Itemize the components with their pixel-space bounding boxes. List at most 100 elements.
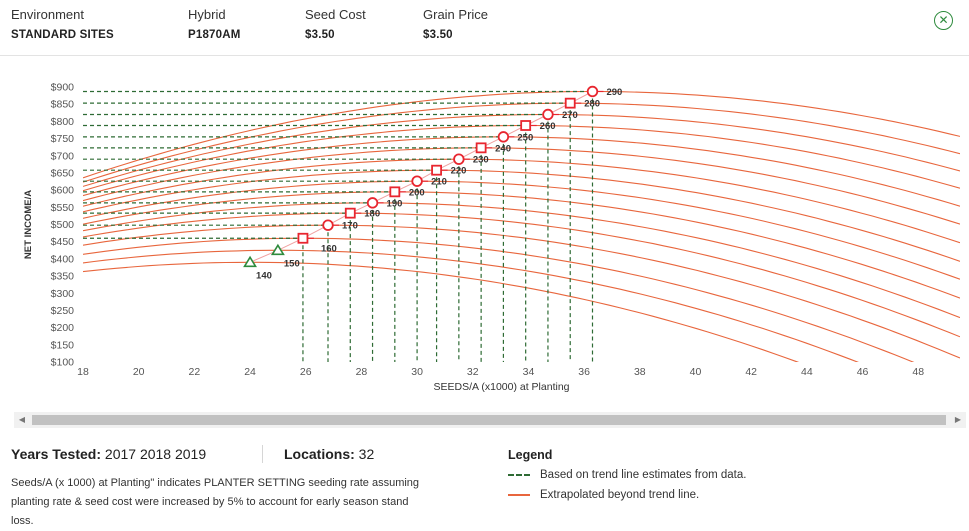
response-curve-220 bbox=[83, 169, 960, 262]
response-curve-140 bbox=[83, 261, 800, 362]
legend-extrapolated: Extrapolated beyond trend line. bbox=[508, 489, 699, 501]
optimum-marker-150 bbox=[270, 243, 285, 256]
y-tick-label: $500 bbox=[51, 219, 75, 231]
optimum-label-260: 260 bbox=[540, 121, 556, 132]
response-curve-160 bbox=[83, 237, 915, 362]
optimum-marker-270 bbox=[542, 108, 554, 121]
response-curve-190 bbox=[83, 202, 960, 319]
optimum-marker-190 bbox=[366, 197, 379, 209]
dashed-line-icon bbox=[508, 473, 530, 476]
optimum-label-180: 180 bbox=[364, 209, 380, 220]
y-axis-title: NET INCOME/A bbox=[23, 190, 34, 259]
optimum-label-200: 200 bbox=[409, 187, 425, 198]
optimum-label-290: 290 bbox=[606, 87, 622, 98]
response-curve-150 bbox=[83, 249, 859, 362]
x-tick-label: 40 bbox=[690, 366, 702, 378]
optimum-marker-180 bbox=[344, 207, 356, 219]
response-curve-230 bbox=[83, 158, 960, 244]
hybrid-value: P1870AM bbox=[188, 29, 241, 41]
solid-line-icon bbox=[508, 493, 530, 496]
response-curve-280 bbox=[83, 102, 960, 183]
seed-cost-value: $3.50 bbox=[305, 29, 335, 41]
environment-group: Environment STANDARD SITES bbox=[11, 7, 114, 41]
optimum-marker-210 bbox=[411, 175, 423, 187]
y-tick-label: $100 bbox=[51, 357, 75, 369]
optimum-marker-230 bbox=[453, 153, 465, 165]
scroll-right-icon[interactable]: ▶ bbox=[954, 415, 962, 424]
grain-price-group: Grain Price $3.50 bbox=[423, 7, 488, 41]
y-tick-label: $450 bbox=[51, 236, 75, 248]
response-curve-170 bbox=[83, 224, 960, 359]
optimum-label-230: 230 bbox=[473, 155, 489, 166]
response-curve-270 bbox=[83, 113, 960, 187]
y-tick-label: $650 bbox=[51, 167, 75, 179]
optimum-label-150: 150 bbox=[284, 258, 300, 269]
x-tick-label: 34 bbox=[523, 366, 535, 378]
x-tick-label: 24 bbox=[244, 366, 256, 378]
legend-trend-label: Based on trend line estimates from data. bbox=[540, 469, 747, 481]
x-tick-label: 38 bbox=[634, 366, 646, 378]
optimum-marker-290 bbox=[586, 85, 599, 98]
optimum-connector bbox=[249, 91, 593, 263]
environment-value: STANDARD SITES bbox=[11, 29, 114, 41]
y-tick-label: $600 bbox=[51, 185, 75, 197]
optimum-marker-280 bbox=[564, 97, 576, 109]
optimum-marker-160 bbox=[297, 232, 309, 244]
y-tick-label: $150 bbox=[51, 339, 75, 351]
seeding-rate-note: Seeds/A (x 1000) at Planting" indicates … bbox=[11, 477, 420, 527]
optimum-label-160: 160 bbox=[321, 243, 337, 254]
grain-price-value: $3.50 bbox=[423, 29, 453, 41]
curves-group bbox=[83, 90, 960, 362]
years-label: Years Tested: bbox=[11, 446, 102, 462]
x-tick-label: 36 bbox=[578, 366, 590, 378]
hybrid-label: Hybrid bbox=[188, 7, 226, 22]
x-tick-label: 28 bbox=[356, 366, 368, 378]
close-icon[interactable]: ✕ bbox=[934, 11, 953, 30]
x-tick-label: 32 bbox=[467, 366, 479, 378]
optimum-marker-250 bbox=[497, 131, 510, 143]
years-tested: Years Tested: 2017 2018 2019 bbox=[11, 446, 206, 462]
response-curve-290 bbox=[83, 90, 960, 179]
scroll-left-icon[interactable]: ◀ bbox=[18, 415, 26, 424]
x-tick-label: 26 bbox=[300, 366, 312, 378]
x-tick-label: 44 bbox=[801, 366, 813, 378]
locations-label: Locations: bbox=[284, 446, 355, 462]
optimum-label-190: 190 bbox=[387, 198, 403, 209]
y-tick-label: $200 bbox=[51, 322, 75, 334]
optimum-label-210: 210 bbox=[431, 177, 447, 188]
optimum-marker-260 bbox=[520, 120, 532, 131]
legend-title: Legend bbox=[508, 448, 553, 462]
stats-divider bbox=[262, 445, 263, 463]
response-curve-240 bbox=[83, 147, 960, 225]
seed-cost-label: Seed Cost bbox=[305, 7, 366, 22]
y-tick-label: $400 bbox=[51, 253, 75, 265]
y-tick-label: $800 bbox=[51, 116, 75, 128]
optimum-label-220: 220 bbox=[451, 166, 467, 177]
legend-trend: Based on trend line estimates from data. bbox=[508, 469, 746, 481]
y-tick-label: $350 bbox=[51, 271, 75, 283]
x-tick-label: 48 bbox=[912, 366, 924, 378]
hybrid-group: Hybrid P1870AM bbox=[188, 7, 241, 41]
y-tick-label: $900 bbox=[51, 82, 75, 94]
optimum-label-250: 250 bbox=[517, 132, 533, 143]
legend-extrapolated-label: Extrapolated beyond trend line. bbox=[540, 489, 700, 501]
x-tick-label: 20 bbox=[133, 366, 145, 378]
seed-cost-group: Seed Cost $3.50 bbox=[305, 7, 366, 41]
optimum-marker-240 bbox=[475, 142, 487, 154]
optimum-label-170: 170 bbox=[342, 221, 358, 232]
optimum-marker-220 bbox=[431, 164, 442, 176]
y-tick-label: $700 bbox=[51, 150, 75, 162]
environment-label: Environment bbox=[11, 7, 84, 22]
scroll-thumb[interactable] bbox=[32, 415, 946, 425]
net-income-chart: $100 $150 $200 $250 $300 $350 $400 $450 $500 $550… bbox=[23, 82, 960, 393]
response-curve-210 bbox=[83, 180, 960, 280]
y-tick-label: $550 bbox=[51, 202, 75, 214]
optimum-marker-170 bbox=[322, 219, 334, 231]
horizontal-scrollbar[interactable]: ◀ ▶ bbox=[14, 412, 966, 428]
response-curve-180 bbox=[83, 212, 960, 338]
x-tick-label: 30 bbox=[411, 366, 423, 378]
locations-value: 32 bbox=[358, 446, 375, 462]
optimum-label-240: 240 bbox=[495, 143, 511, 154]
response-curve-200 bbox=[83, 191, 960, 299]
y-tick-label: $850 bbox=[51, 99, 75, 111]
